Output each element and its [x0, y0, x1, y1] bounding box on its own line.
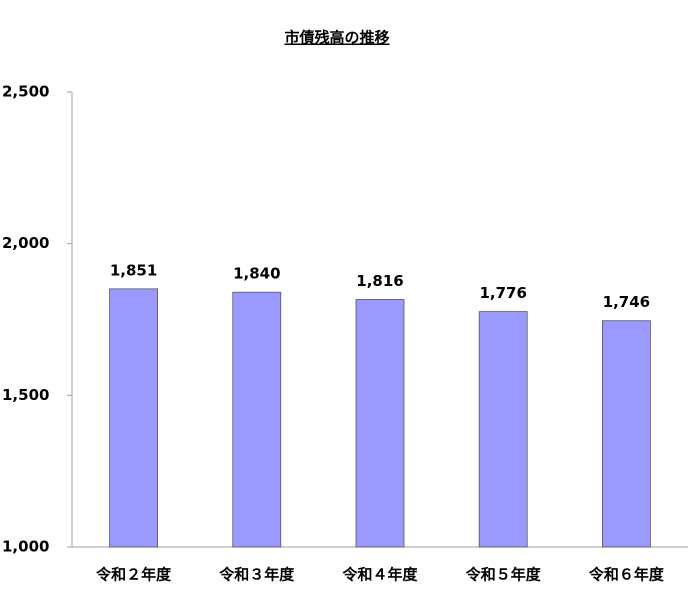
- y-tick-label: 2,500: [2, 83, 49, 101]
- x-tick-label: 令和２年度: [96, 566, 172, 584]
- value-label: 1,851: [110, 261, 157, 279]
- value-label: 1,840: [233, 265, 280, 283]
- y-tick-label: 2,000: [2, 234, 49, 252]
- value-label: 1,746: [603, 293, 650, 311]
- x-tick-label: 令和５年度: [466, 566, 542, 584]
- x-tick-label: 令和３年度: [219, 566, 295, 584]
- value-label: 1,776: [479, 284, 526, 302]
- chart-title: 市債残高の推移: [284, 29, 389, 47]
- value-label: 1,816: [356, 272, 403, 290]
- y-tick-label: 1,000: [2, 538, 49, 556]
- bar: [602, 320, 651, 548]
- bar: [232, 291, 282, 548]
- bar: [478, 311, 528, 548]
- bar: [355, 299, 405, 548]
- y-tick-label: 1,500: [2, 386, 49, 404]
- x-tick-label: 令和６年度: [589, 566, 665, 584]
- x-tick-label: 令和４年度: [342, 566, 418, 584]
- bar: [109, 288, 158, 548]
